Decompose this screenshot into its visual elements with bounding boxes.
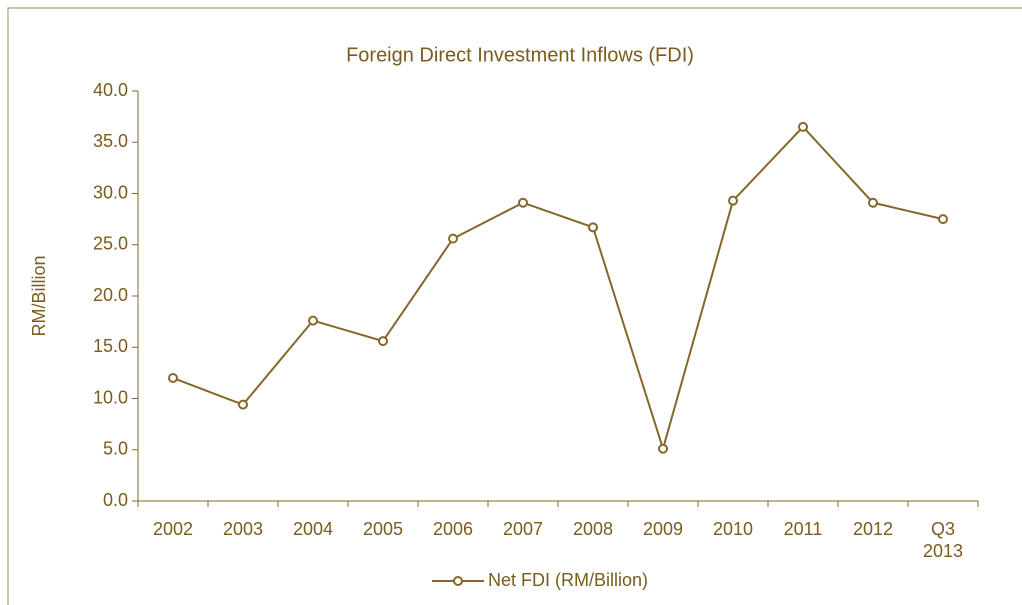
y-axis-label: RM/Billion bbox=[29, 255, 49, 336]
point bbox=[378, 336, 388, 347]
y-tick-label: 25.0 bbox=[93, 234, 128, 254]
x-tick-label: 2009 bbox=[642, 519, 684, 539]
y-tick-label: 20.0 bbox=[93, 285, 128, 305]
line bbox=[172, 125, 944, 453]
point bbox=[938, 214, 948, 225]
y-tick-label: 5.0 bbox=[103, 439, 128, 459]
legend-label: Net FDI (RM/Billion) bbox=[488, 570, 648, 590]
y-tick-label: 30.0 bbox=[93, 182, 128, 202]
x-tick-label: 2003 bbox=[222, 519, 264, 539]
x-tick-label: 2005 bbox=[362, 519, 404, 539]
y-tick-label: 0.0 bbox=[103, 490, 128, 510]
x-tick-label: 2011 bbox=[783, 519, 823, 539]
frame bbox=[7, 7, 1022, 605]
x-tick-label: 2002 bbox=[152, 519, 194, 539]
x-tick-label: Q3 2013 bbox=[922, 519, 964, 561]
point bbox=[518, 197, 528, 208]
x-tick-label: 2012 bbox=[852, 519, 894, 539]
point bbox=[448, 233, 458, 244]
point bbox=[868, 197, 878, 208]
y-tick-label: 35.0 bbox=[93, 131, 128, 151]
point bbox=[728, 195, 738, 206]
x-tick-label: 2004 bbox=[292, 519, 334, 539]
chart-title: Foreign Direct Investment Inflows (FDI) bbox=[346, 44, 694, 66]
x-tick-label: 2010 bbox=[712, 519, 754, 539]
x-tick-label: 2008 bbox=[572, 519, 614, 539]
x-tick-label: 2006 bbox=[432, 519, 474, 539]
point bbox=[658, 443, 668, 454]
legend-marker bbox=[453, 576, 463, 586]
y-tick-label: 10.0 bbox=[93, 387, 128, 407]
y-tick-label: 40.0 bbox=[93, 80, 128, 100]
x-tick-label: 2007 bbox=[502, 519, 544, 539]
y-tick-label: 15.0 bbox=[93, 336, 128, 356]
point bbox=[238, 399, 248, 410]
point bbox=[798, 121, 808, 132]
point bbox=[588, 222, 598, 233]
point bbox=[308, 315, 318, 326]
point bbox=[168, 373, 178, 383]
